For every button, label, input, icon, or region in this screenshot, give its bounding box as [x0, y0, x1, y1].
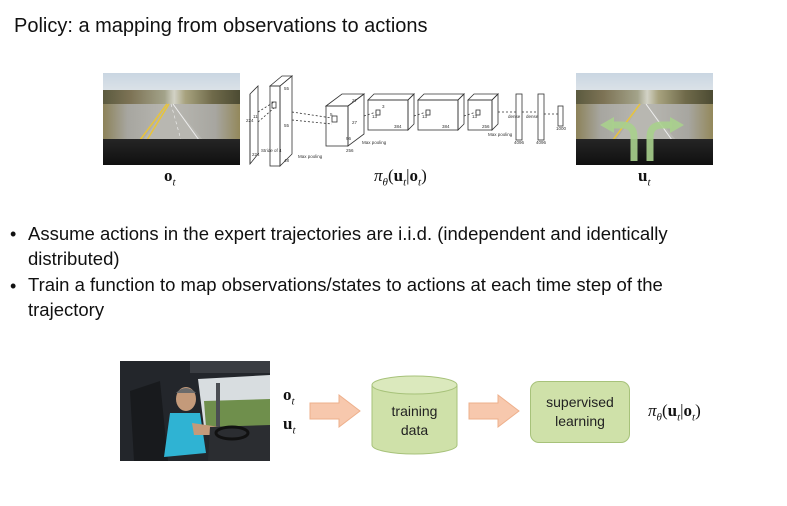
- cnn-label-1000: 1000: [556, 126, 567, 131]
- bullet-1-line2: distributed): [28, 248, 120, 269]
- cnn-label-11: 11: [253, 114, 258, 119]
- road-action-image: [576, 73, 713, 165]
- cnn-label-384b: 384: [442, 124, 450, 129]
- cnn-label-13c: 13: [472, 114, 478, 119]
- bullet-1-line1: Assume actions in the expert trajectorie…: [28, 223, 668, 244]
- slide-title: Policy: a mapping from observations to a…: [14, 15, 428, 37]
- cnn-label-maxpool1: Max pooling: [298, 154, 323, 159]
- policy-label-bottom: πθ(ut|ot): [648, 401, 701, 424]
- bullet-2-line2: trajectory: [28, 299, 105, 320]
- bullet-2-line1: Train a function to map observations/sta…: [28, 274, 663, 295]
- action-label: ut: [638, 166, 651, 189]
- bullet-text-1: Assume actions in the expert trajectorie…: [28, 221, 773, 271]
- cnn-label-256a: 256: [346, 148, 354, 153]
- cnn-label-4096b: 4096: [536, 140, 547, 145]
- road-observation-image: [103, 73, 240, 165]
- cnn-label-13a: 13: [372, 114, 378, 119]
- cnn-label-55a: 55: [284, 86, 290, 91]
- training-data-cylinder: [371, 375, 458, 455]
- cnn-label-stride: Stride of 4: [261, 148, 282, 153]
- cnn-label-256b: 256: [482, 124, 490, 129]
- cnn-label-5: 5: [330, 112, 333, 117]
- cnn-label-224a: 224: [252, 152, 260, 157]
- training-data-label-line1: training: [391, 403, 438, 419]
- bullet-marker-1: •: [10, 224, 17, 244]
- supervised-learning-box: supervised learning: [530, 381, 630, 443]
- cnn-label-224b: 224: [246, 118, 254, 123]
- cnn-label-27b: 27: [352, 120, 358, 125]
- turn-arrows-icon: [600, 117, 684, 161]
- supervised-label-line1: supervised: [546, 394, 614, 410]
- cnn-label-maxpool3: Max pooling: [488, 132, 513, 137]
- cnn-label-dense2: dense: [526, 114, 539, 119]
- bullet-marker-2: •: [10, 276, 17, 296]
- cnn-architecture-diagram: 224 224 11 Stride of 4 55 55 48 Max pool…: [246, 75, 567, 167]
- bottom-action-label: ut: [283, 414, 296, 437]
- cnn-label-384a: 384: [394, 124, 402, 129]
- cnn-label-27a: 27: [352, 98, 358, 103]
- arrow-to-training-data-icon: [309, 394, 361, 428]
- cnn-label-55b: 55: [284, 123, 290, 128]
- cnn-label-3: 3: [382, 104, 385, 109]
- driver-photo: [120, 361, 270, 461]
- cnn-label-13b: 13: [422, 114, 428, 119]
- cnn-label-dense1: dense: [508, 114, 521, 119]
- cnn-label-maxpool2: Max pooling: [362, 140, 387, 145]
- supervised-label-line2: learning: [555, 413, 605, 429]
- observation-label: ot: [164, 166, 176, 189]
- cnn-label-96: 96: [346, 136, 352, 141]
- bottom-obs-label: ot: [283, 385, 295, 408]
- arrow-to-supervised-learning-icon: [468, 394, 520, 428]
- cnn-label-48: 48: [284, 158, 290, 163]
- cnn-label-4096a: 4096: [514, 140, 525, 145]
- policy-label-top: πθ(ut|ot): [374, 166, 427, 189]
- training-data-label-line2: data: [400, 422, 429, 438]
- bullet-text-2: Train a function to map observations/sta…: [28, 272, 773, 322]
